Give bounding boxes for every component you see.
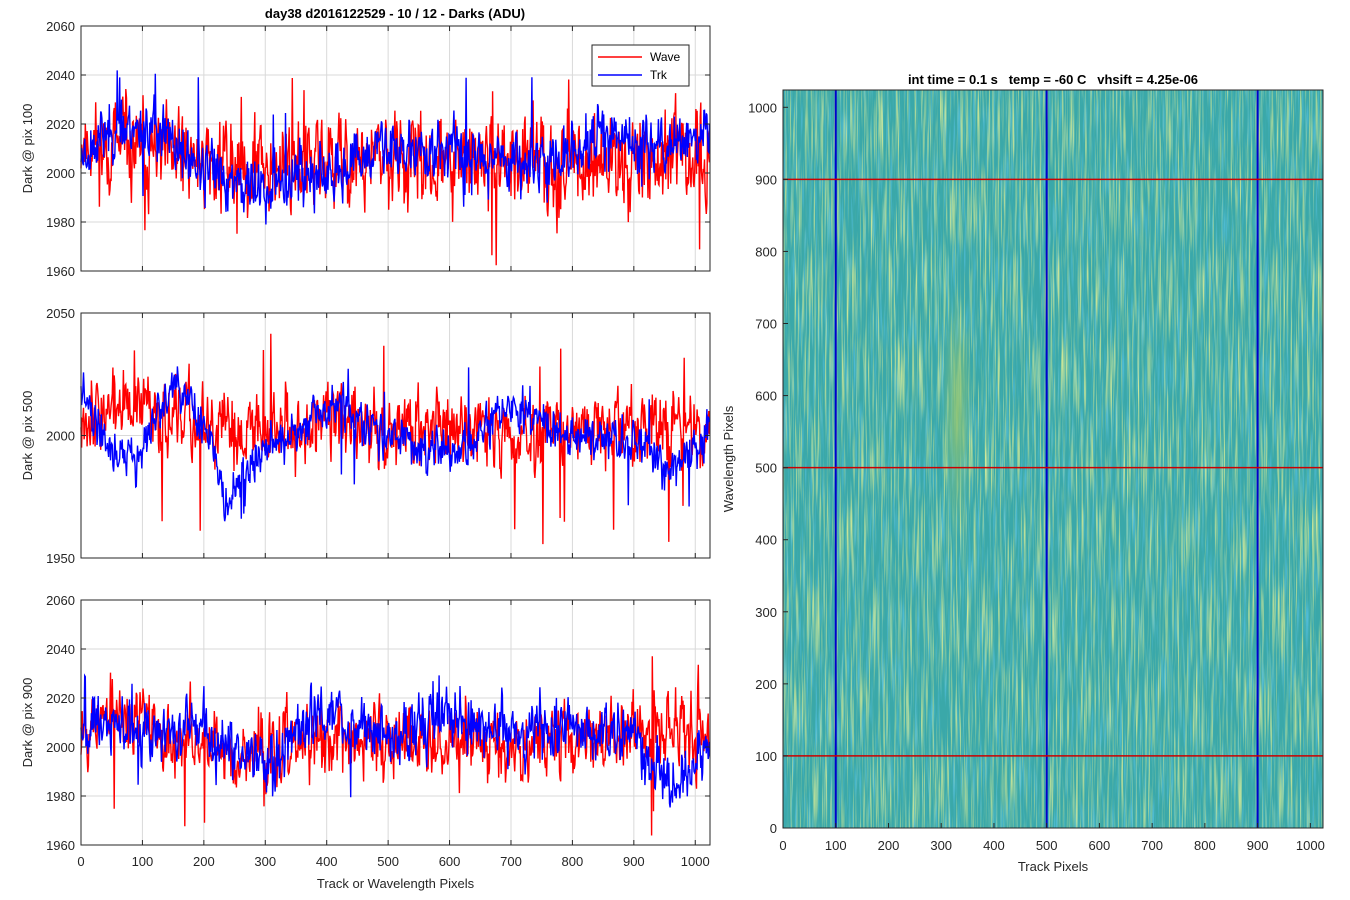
y-tick-label: 1960 bbox=[46, 264, 75, 279]
y-tick-label: 2020 bbox=[46, 117, 75, 132]
y-tick-label: 300 bbox=[755, 605, 777, 620]
axes-box bbox=[80, 25, 711, 272]
y-tick-label: 1980 bbox=[46, 215, 75, 230]
series-line-wave bbox=[80, 656, 711, 836]
x-axis-label: Track Pixels bbox=[1018, 859, 1089, 874]
series-line-trk bbox=[80, 70, 711, 225]
x-tick-label: 800 bbox=[1194, 838, 1216, 853]
y-tick-label: 1950 bbox=[46, 551, 75, 566]
y-tick-label: 100 bbox=[755, 749, 777, 764]
heatmap-texture bbox=[783, 90, 1323, 828]
x-tick-label: 900 bbox=[1247, 838, 1269, 853]
y-tick-label: 700 bbox=[755, 317, 777, 332]
x-tick-label: 100 bbox=[825, 838, 847, 853]
y-axis-label: Wavelength Pixels bbox=[721, 405, 736, 512]
series-line-trk bbox=[80, 673, 711, 808]
x-tick-label: 500 bbox=[1036, 838, 1058, 853]
x-tick-label: 800 bbox=[562, 854, 584, 869]
x-tick-label: 400 bbox=[983, 838, 1005, 853]
x-tick-label: 100 bbox=[132, 854, 154, 869]
heatmap-title: int time = 0.1 s temp = -60 C vhsift = 4… bbox=[908, 72, 1198, 87]
x-tick-label: 600 bbox=[1089, 838, 1111, 853]
x-tick-label: 200 bbox=[878, 838, 900, 853]
x-tick-label: 200 bbox=[193, 854, 215, 869]
x-tick-label: 500 bbox=[377, 854, 399, 869]
y-tick-label: 600 bbox=[755, 389, 777, 404]
x-tick-label: 900 bbox=[623, 854, 645, 869]
y-tick-label: 900 bbox=[755, 172, 777, 187]
axes-box bbox=[80, 599, 711, 846]
y-tick-label: 0 bbox=[770, 821, 777, 836]
y-tick-label: 400 bbox=[755, 533, 777, 548]
x-tick-label: 300 bbox=[254, 854, 276, 869]
y-tick-label: 1960 bbox=[46, 838, 75, 853]
x-tick-label: 0 bbox=[77, 854, 84, 869]
x-tick-label: 1000 bbox=[681, 854, 710, 869]
x-tick-label: 300 bbox=[930, 838, 952, 853]
x-tick-label: 600 bbox=[439, 854, 461, 869]
y-tick-label: 2040 bbox=[46, 68, 75, 83]
y-tick-label: 2060 bbox=[46, 19, 75, 34]
x-axis-label: Track or Wavelength Pixels bbox=[317, 876, 475, 891]
y-tick-label: 2050 bbox=[46, 306, 75, 321]
y-tick-label: 2000 bbox=[46, 740, 75, 755]
x-tick-label: 400 bbox=[316, 854, 338, 869]
heatmap-axes-box bbox=[782, 89, 1324, 829]
legend: Wave Trk bbox=[591, 44, 690, 87]
line-plot-pix-900: 1960 1980 2000 2020 2040 2060 0 100 200 300 400 500… bbox=[20, 593, 711, 891]
line-plot-pix-500: 1950 2000 2050 Dark @ pix 500 bbox=[20, 306, 711, 566]
y-tick-label: 2020 bbox=[46, 691, 75, 706]
y-tick-label: 2000 bbox=[46, 429, 75, 444]
y-tick-label: 1980 bbox=[46, 789, 75, 804]
y-tick-label: 2040 bbox=[46, 642, 75, 657]
y-tick-label: 2000 bbox=[46, 166, 75, 181]
y-tick-label: 1000 bbox=[748, 100, 777, 115]
y-axis-label: Dark @ pix 100 bbox=[20, 104, 35, 194]
y-tick-label: 2060 bbox=[46, 593, 75, 608]
y-tick-label: 200 bbox=[755, 677, 777, 692]
legend-box bbox=[591, 44, 690, 87]
legend-label-trk: Trk bbox=[650, 68, 668, 82]
y-tick-label: 800 bbox=[755, 244, 777, 259]
x-tick-label: 1000 bbox=[1296, 838, 1325, 853]
figure-title: day38 d2016122529 - 10 / 12 - Darks (ADU… bbox=[265, 6, 525, 21]
y-tick-label: 500 bbox=[755, 461, 777, 476]
x-tick-label: 0 bbox=[779, 838, 786, 853]
heatmap-plot: 0 100 200 300 400 500 600 700 800 900 1000 0 100 200 3… bbox=[721, 72, 1325, 874]
legend-label-wave: Wave bbox=[650, 50, 681, 64]
y-axis-label: Dark @ pix 900 bbox=[20, 678, 35, 768]
heatmap-bright-band bbox=[941, 287, 973, 540]
x-tick-label: 700 bbox=[1141, 838, 1163, 853]
line-plot-pix-100: 1960 1980 2000 2020 2040 2060 Dark @ pix 100 bbox=[20, 19, 711, 279]
series-line-trk bbox=[80, 366, 711, 522]
x-tick-label: 700 bbox=[500, 854, 522, 869]
y-axis-label: Dark @ pix 500 bbox=[20, 391, 35, 481]
